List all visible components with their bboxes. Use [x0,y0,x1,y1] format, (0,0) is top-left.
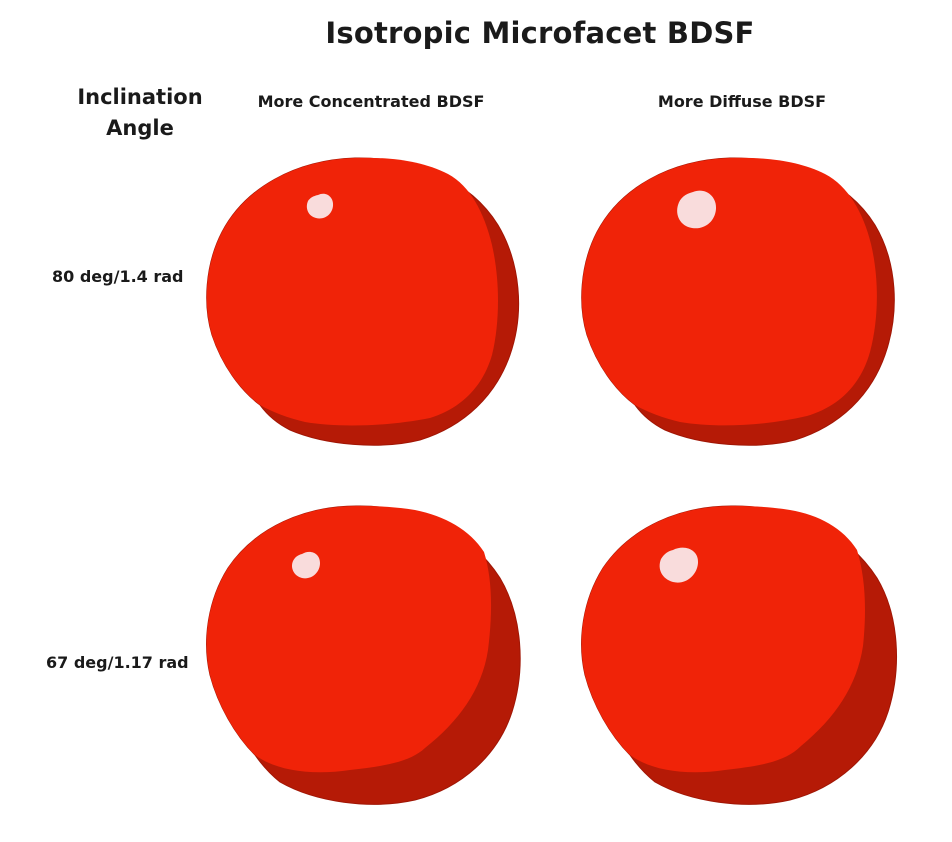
figure-title: Isotropic Microfacet BDSF [325,16,755,50]
row-label-67deg: 67 deg/1.17 rad [46,653,189,672]
sphere-body [206,505,492,773]
sphere-diffuse-80deg [581,157,895,446]
specular-highlight [659,547,699,583]
sphere-body [206,157,498,426]
specular-highlight [306,193,334,219]
column-label-concentrated: More Concentrated BDSF [257,92,485,111]
sphere-body [581,505,865,773]
sphere-concentrated-67deg [206,505,521,805]
sphere-concentrated-80deg [206,157,520,446]
specular-highlight [292,551,320,579]
sphere-diffuse-67deg [581,505,898,805]
sphere-body [581,157,877,426]
specular-highlight [677,190,717,229]
row-header-inclination-angle: Inclination Angle [77,85,203,140]
column-label-diffuse: More Diffuse BDSF [657,92,827,111]
row-label-80deg: 80 deg/1.4 rad [52,267,184,286]
